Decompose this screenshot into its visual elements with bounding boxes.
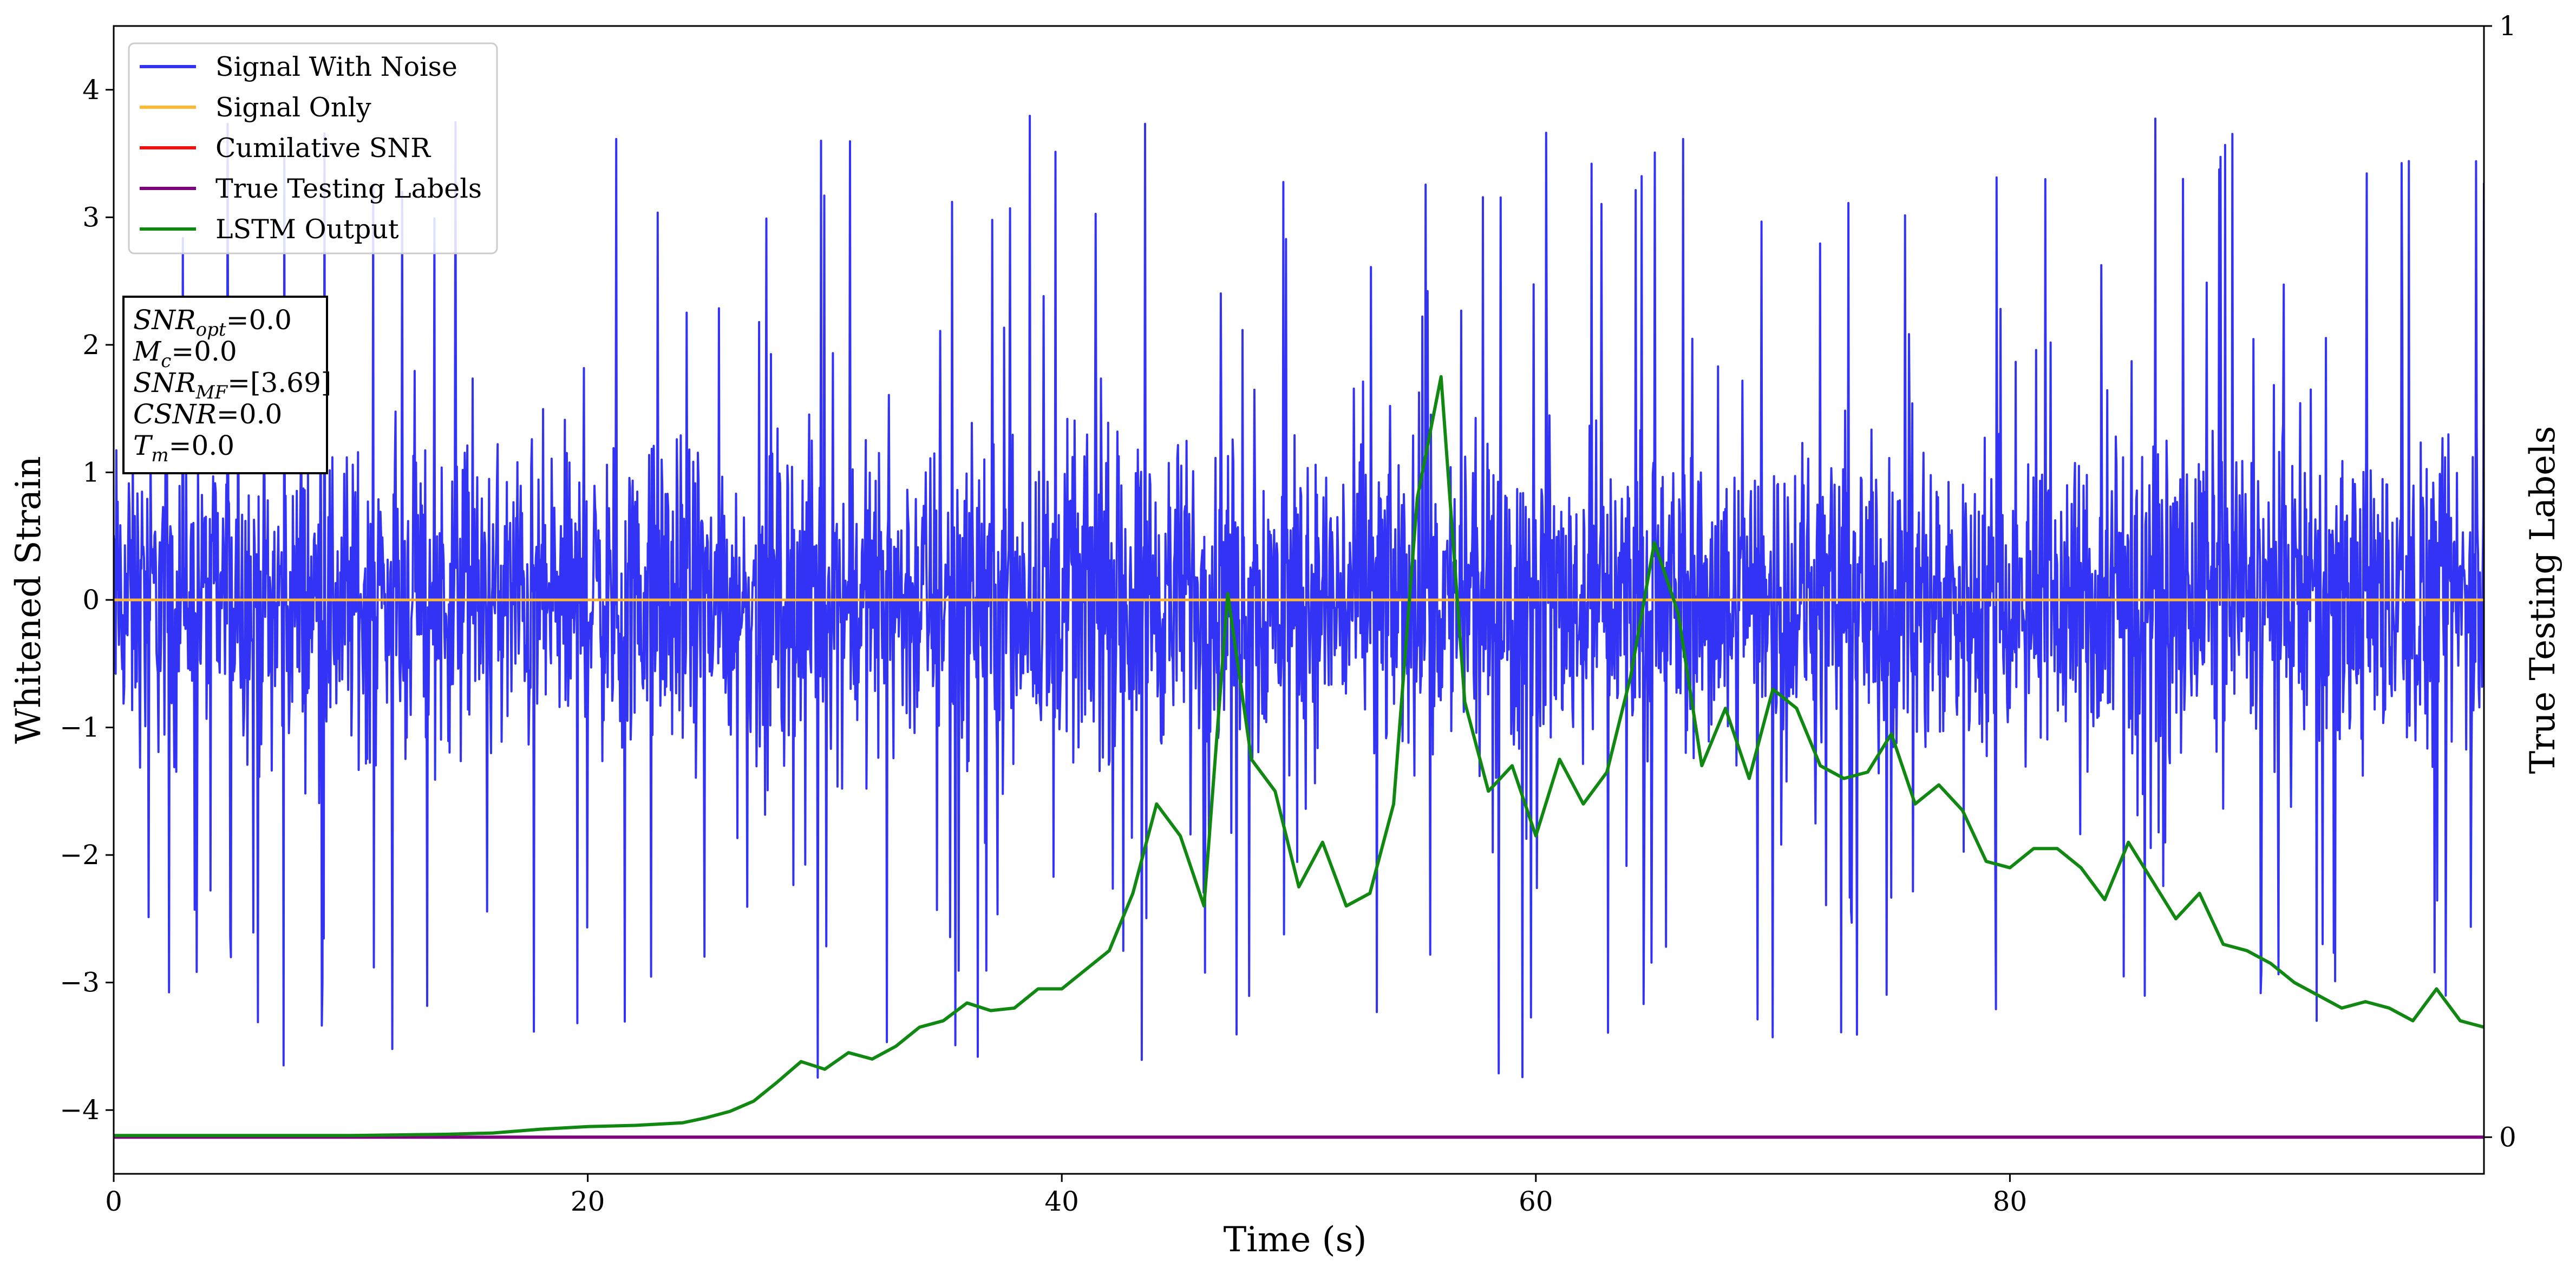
y2-tick-label: 0	[2499, 1121, 2516, 1153]
legend-label: Cumilative SNR	[215, 133, 431, 164]
y-axis: −4 −3 −2 −1 0 1 2 3 4	[60, 74, 114, 1126]
x-tick-label: 0	[105, 1186, 122, 1217]
y2-axis-title: True Testing Labels	[2523, 426, 2563, 774]
info-box-frame	[122, 296, 328, 474]
x-tick-label: 80	[1993, 1186, 2028, 1217]
y-tick-label: 3	[82, 201, 100, 233]
x-axis-title: Time (s)	[1224, 1220, 1367, 1260]
legend-frame	[128, 42, 498, 254]
y-tick-label: 0	[82, 584, 100, 616]
y2-axis: 01	[2484, 10, 2516, 1153]
y-tick-label: −2	[60, 839, 100, 871]
y-tick-label: −1	[60, 712, 100, 743]
y-tick-label: 1	[82, 456, 100, 488]
y-axis-title: Whitened Strain	[9, 456, 49, 743]
y-tick-label: −4	[60, 1094, 100, 1126]
plot-area	[114, 115, 2484, 1139]
x-tick-label: 40	[1044, 1186, 1079, 1217]
legend: Signal With Noise Signal Only Cumilative S…	[128, 42, 498, 254]
info-mc: Mc=0.0	[133, 336, 237, 372]
x-axis: 0 20 40 60 80	[105, 1174, 2027, 1217]
y-tick-label: 4	[82, 74, 100, 106]
legend-label: True Testing Labels	[215, 173, 482, 204]
series-signal-with-noise	[114, 115, 2484, 1079]
info-snr-opt: SNRopt=0.0	[133, 304, 292, 341]
y-tick-label: 2	[82, 329, 100, 361]
legend-label: LSTM Output	[215, 214, 399, 245]
info-csnr: CSNR=0.0	[133, 398, 282, 430]
info-snr-mf: SNRMF=[3.69]	[133, 367, 331, 403]
legend-label: Signal Only	[215, 92, 371, 123]
y2-tick-label: 1	[2499, 10, 2516, 42]
x-tick-label: 60	[1519, 1186, 1553, 1217]
legend-label: Signal With Noise	[215, 51, 457, 82]
info-box: SNRopt=0.0 Mc=0.0 SNRMF=[3.69] CSNR=0.0 …	[122, 296, 331, 474]
info-tm: Tm=0.0	[133, 430, 234, 466]
x-tick-label: 20	[571, 1186, 605, 1217]
y-tick-label: −3	[60, 967, 100, 998]
series-lstm-output	[114, 375, 2484, 1138]
